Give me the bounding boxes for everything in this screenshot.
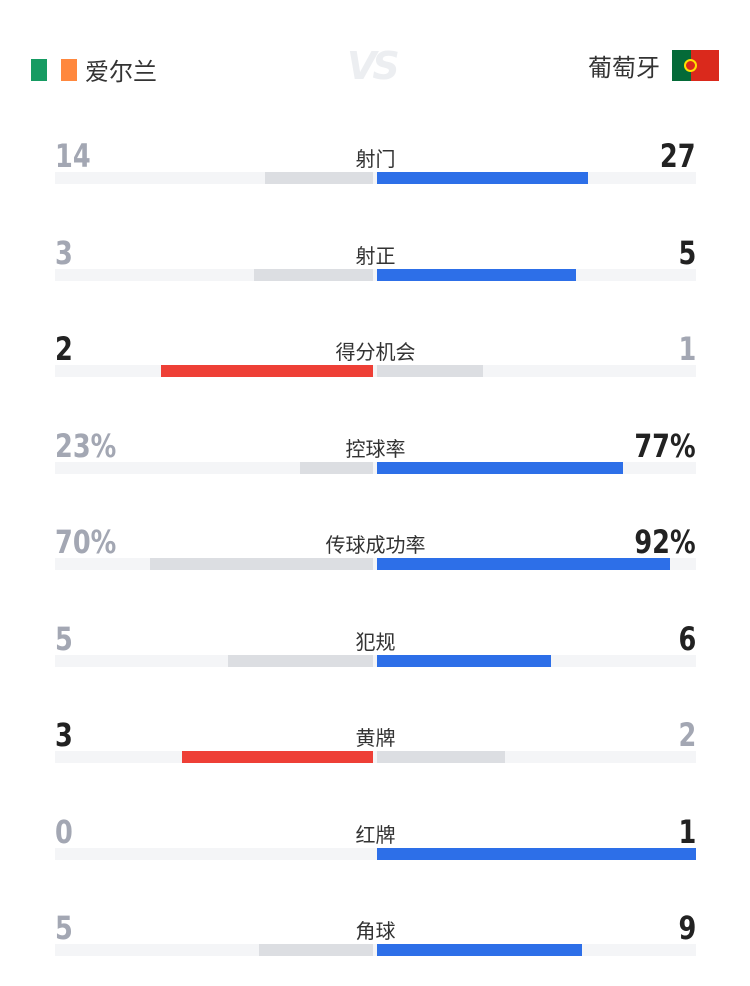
stat-label: 得分机会 <box>335 340 416 364</box>
home-bar <box>264 172 373 184</box>
stat-row: 3 黄牌 2 <box>55 716 696 782</box>
stat-bar-track <box>55 558 696 570</box>
portugal-flag-icon <box>672 50 719 81</box>
away-bar <box>377 365 484 377</box>
away-value: 9 <box>678 909 696 947</box>
home-team-name: 爱尔兰 <box>85 58 157 86</box>
home-value: 23% <box>55 426 117 465</box>
away-value: 1 <box>678 812 696 851</box>
away-team-name: 葡萄牙 <box>588 54 660 82</box>
stat-label: 射门 <box>355 147 396 171</box>
stat-label: 黄牌 <box>355 726 396 750</box>
stat-row: 23% 控球率 77% <box>55 427 696 493</box>
stat-label: 犯规 <box>355 629 396 654</box>
stat-row: 70% 传球成功率 92% <box>55 523 696 589</box>
stat-row: 5 角球 9 <box>55 909 696 975</box>
away-team: 葡萄牙 <box>588 48 719 83</box>
home-value: 3 <box>55 233 73 272</box>
home-bar <box>253 268 373 281</box>
stat-row: 2 得分机会 1 <box>55 330 696 396</box>
away-value: 27 <box>660 137 696 175</box>
home-bar <box>299 461 373 474</box>
away-bar <box>377 172 588 184</box>
home-bar <box>182 751 373 763</box>
stat-row: 3 射正 5 <box>55 234 696 300</box>
stat-bar-track <box>55 751 696 763</box>
stat-label: 角球 <box>355 919 396 943</box>
away-bar <box>377 847 696 860</box>
stat-row: 5 犯规 6 <box>55 620 696 686</box>
stat-bar-track <box>55 847 696 860</box>
stat-label: 控球率 <box>345 436 406 461</box>
stat-bar-track <box>55 365 696 377</box>
away-value: 92% <box>634 523 696 561</box>
home-bar <box>150 558 373 570</box>
away-value: 6 <box>678 619 696 658</box>
stat-row: 14 射门 27 <box>55 137 696 203</box>
stat-bar-track <box>55 268 696 281</box>
vs-logo: VS <box>347 44 400 88</box>
away-bar <box>377 558 671 570</box>
home-value: 5 <box>55 909 73 947</box>
stat-bar-track <box>55 654 696 667</box>
away-bar <box>377 268 577 281</box>
home-value: 0 <box>55 812 73 851</box>
away-value: 5 <box>678 233 696 272</box>
stat-bar-track <box>55 461 696 474</box>
stat-label: 射正 <box>355 243 396 268</box>
stat-bar-track <box>55 172 696 184</box>
home-value: 70% <box>55 523 117 561</box>
away-value: 1 <box>678 330 696 368</box>
home-value: 2 <box>55 330 73 368</box>
stat-label: 红牌 <box>355 822 396 847</box>
home-bar <box>160 365 373 377</box>
stat-label: 传球成功率 <box>325 533 426 557</box>
away-bar <box>377 654 551 667</box>
home-value: 14 <box>55 137 91 175</box>
home-value: 3 <box>55 716 73 754</box>
home-team: 爱尔兰 <box>31 52 157 87</box>
home-bar <box>228 654 373 667</box>
away-bar <box>377 461 623 474</box>
home-bar <box>259 944 373 956</box>
away-bar <box>377 751 505 763</box>
away-bar <box>377 944 583 956</box>
ireland-flag-icon <box>31 58 77 81</box>
home-value: 5 <box>55 619 73 658</box>
away-value: 77% <box>634 426 696 465</box>
stat-row: 0 红牌 1 <box>55 813 696 879</box>
away-value: 2 <box>678 716 696 754</box>
match-header: 爱尔兰 VS 葡萄牙 <box>0 44 750 90</box>
stat-bar-track <box>55 944 696 956</box>
